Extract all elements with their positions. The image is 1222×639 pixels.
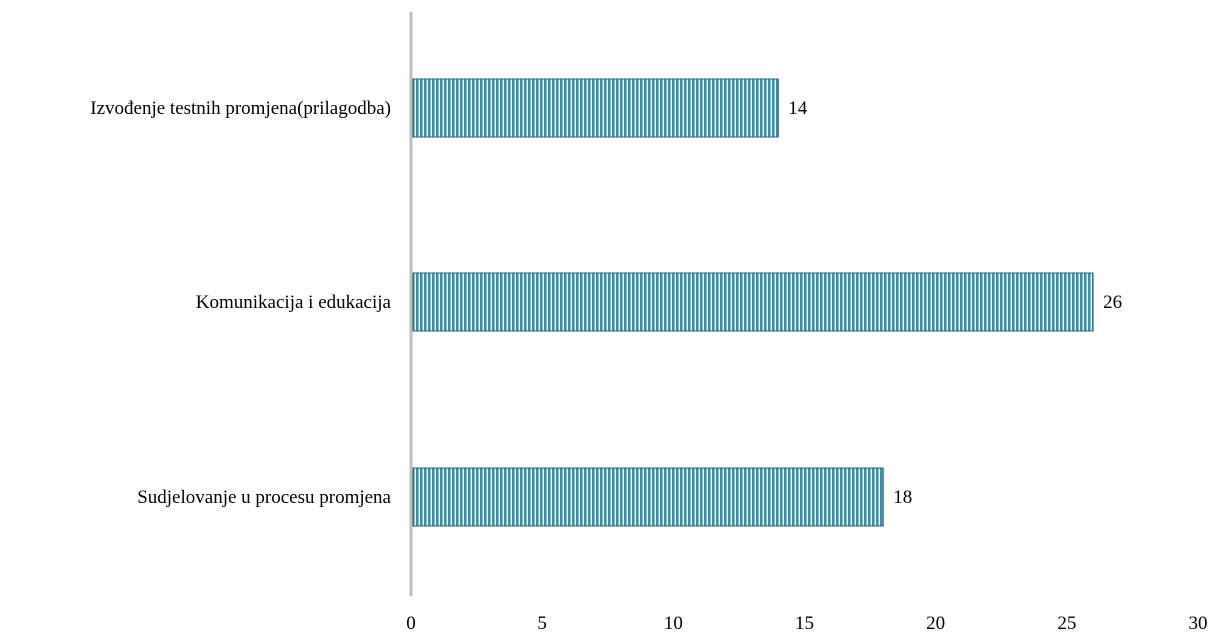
data-label: 26 [1103, 292, 1122, 313]
x-tick-label: 10 [664, 613, 683, 634]
category-label: Izvođenje testnih promjena(prilagodba) [90, 98, 391, 119]
x-ticks-layer: 0 5 10 15 20 25 30 [406, 613, 1207, 634]
category-label: Komunikacija i edukacija [196, 292, 392, 313]
x-tick-label: 20 [926, 613, 945, 634]
value-labels-layer: 14 26 18 [788, 98, 1122, 508]
category-labels-layer: Izvođenje testnih promjena(prilagodba) Ko… [90, 98, 391, 508]
x-tick-label: 0 [406, 613, 416, 634]
bar [412, 272, 1094, 332]
x-tick-label: 15 [795, 613, 814, 634]
x-tick-label: 25 [1057, 613, 1076, 634]
bars-layer [412, 78, 1094, 527]
x-tick-label: 30 [1189, 613, 1208, 634]
category-label: Sudjelovanje u procesu promjena [137, 487, 391, 508]
bar [412, 78, 779, 138]
bar [412, 467, 884, 527]
x-tick-label: 5 [537, 613, 547, 634]
data-label: 14 [788, 98, 808, 119]
data-label: 18 [893, 487, 912, 508]
